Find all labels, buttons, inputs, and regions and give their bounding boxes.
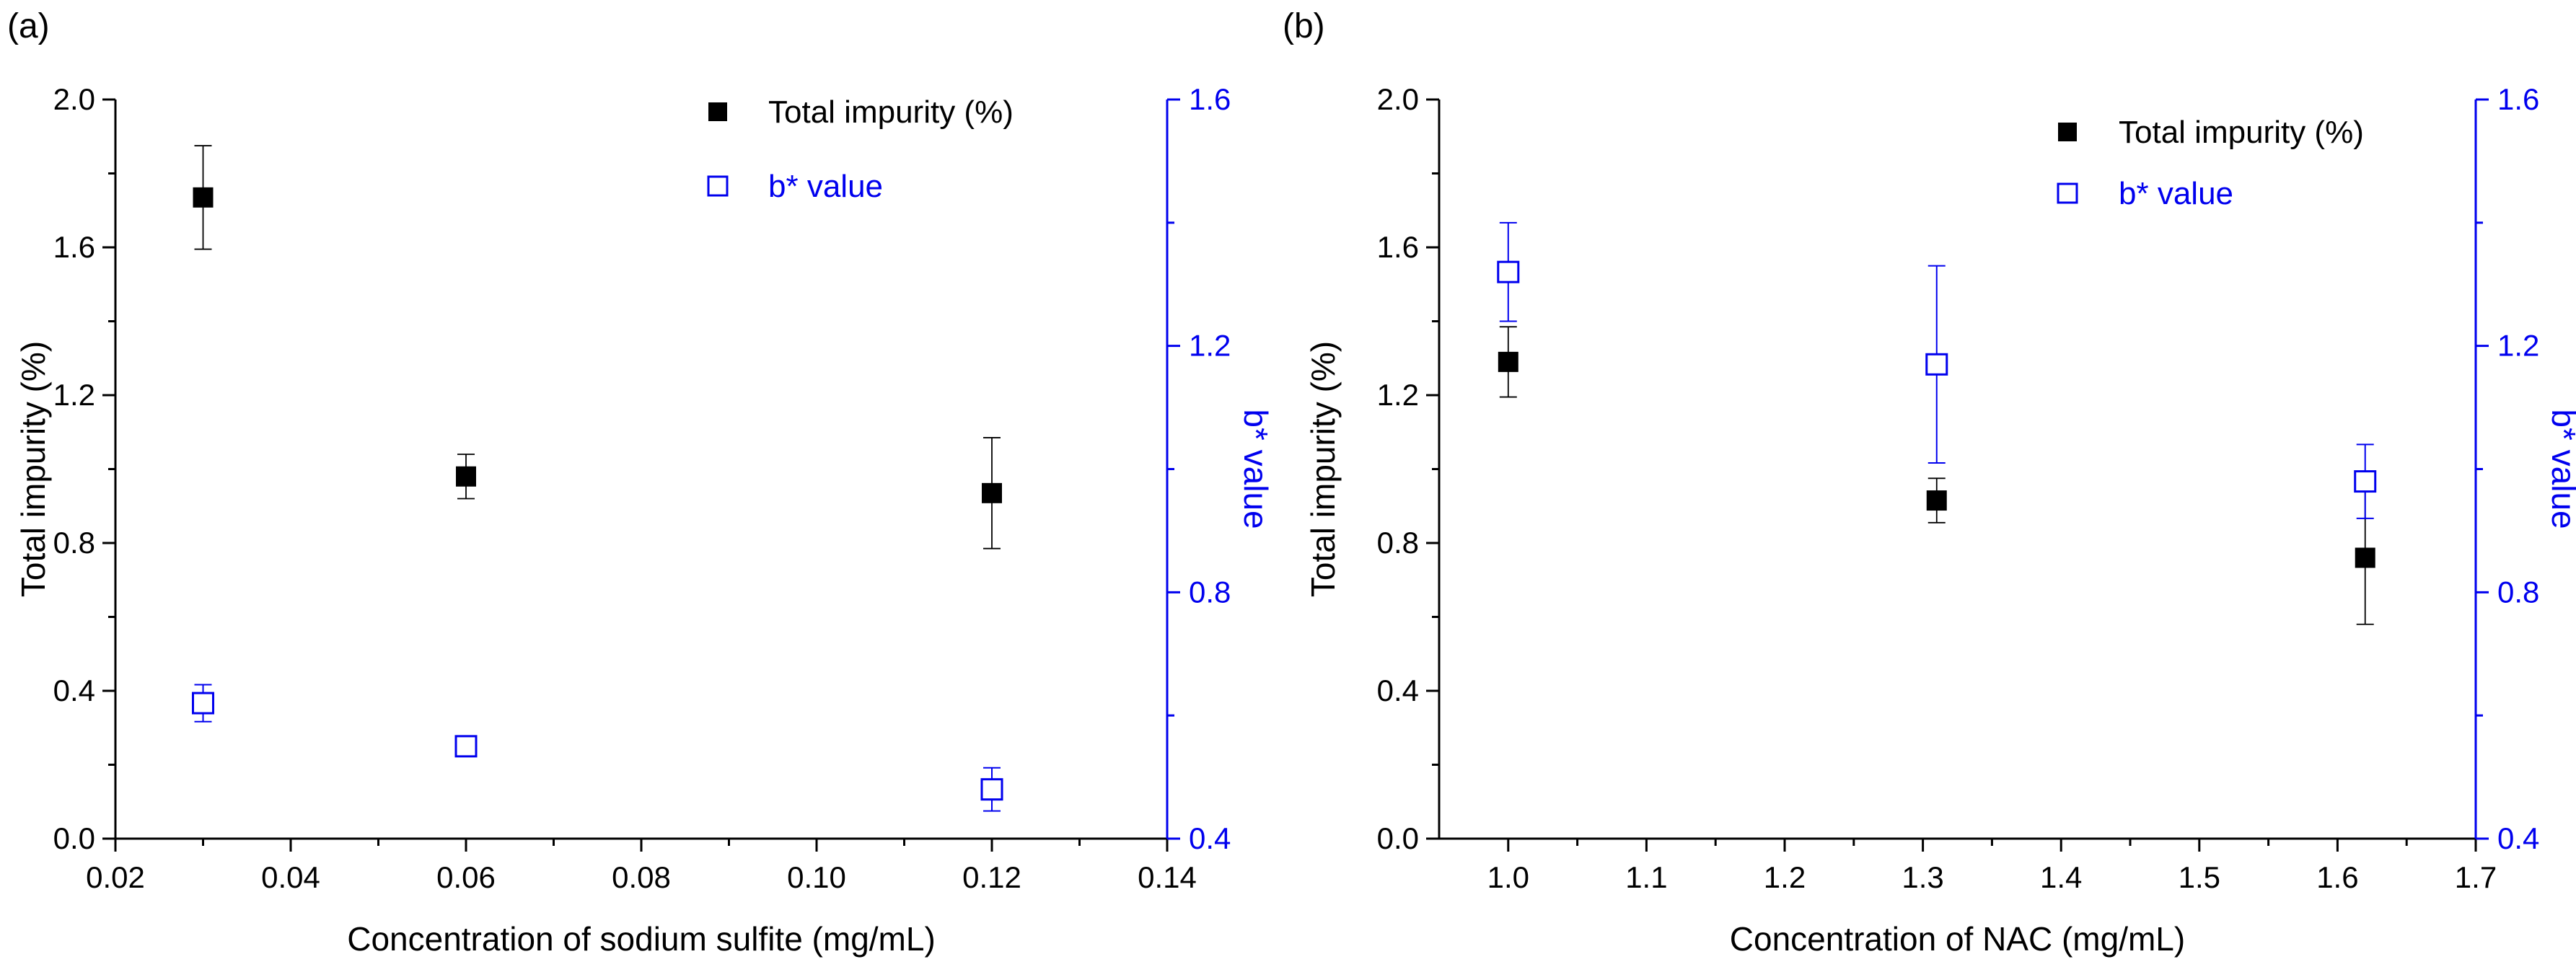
x-tick-label: 1.5: [2179, 860, 2220, 894]
y-tick-label: 1.2: [1377, 378, 1419, 412]
y-axis-title: Total impurity (%): [1304, 341, 1342, 597]
data-point-open: [454, 735, 478, 758]
legend-marker-filled: [708, 102, 727, 121]
x-tick-label: 0.12: [962, 860, 1021, 894]
legend-marker-filled: [2058, 123, 2077, 141]
x-tick-label: 1.6: [2316, 860, 2358, 894]
y2-tick-label: 1.6: [2497, 82, 2539, 116]
data-point-filled: [1498, 351, 1518, 372]
x-axis-title: Concentration of sodium sulfite (mg/mL): [347, 920, 936, 958]
y2-tick-label: 1.6: [1189, 82, 1231, 116]
x-tick-label: 0.04: [261, 860, 320, 894]
data-point-open: [192, 692, 214, 715]
y-tick-label: 0.8: [1377, 526, 1419, 560]
data-point-open: [980, 778, 1003, 801]
x-tick-label: 1.7: [2455, 860, 2497, 894]
y-tick-label: 0.4: [53, 674, 95, 707]
y2-tick-label: 1.2: [2497, 329, 2539, 363]
panel-a: (a) 0.02 0.04 0.06 0.08 0.10 0.12 0.14 0.0 0.4 0.8…: [7, 7, 1275, 958]
y-tick-label: 0.0: [53, 821, 95, 855]
legend-label: b* value: [2119, 176, 2233, 211]
x-tick-label: 0.06: [436, 860, 496, 894]
data-point-open: [1925, 353, 1948, 376]
y-tick-label: 1.2: [53, 378, 95, 412]
x-tick-label: 0.02: [86, 860, 145, 894]
legend-marker-open: [2057, 182, 2078, 204]
x-axis-title: Concentration of NAC (mg/mL): [1730, 920, 2185, 958]
data-point-filled: [193, 187, 214, 208]
y-tick-label: 2.0: [1377, 82, 1419, 116]
y-tick-label: 1.6: [53, 230, 95, 264]
y-tick-label: 0.4: [1377, 674, 1419, 707]
y2-tick-label: 0.4: [1189, 821, 1231, 855]
y2-tick-label: 0.8: [2497, 575, 2539, 609]
y2-axis-title: b* value: [1237, 409, 1275, 529]
x-tick-label: 0.14: [1138, 860, 1197, 894]
x-tick-label: 1.3: [1902, 860, 1943, 894]
data-point-filled: [1926, 490, 1947, 511]
legend-label: b* value: [768, 169, 883, 204]
y-tick-label: 0.8: [53, 526, 95, 560]
x-tick-label: 1.0: [1487, 860, 1529, 894]
panel-label: (a): [7, 7, 50, 45]
legend-label: Total impurity (%): [2119, 115, 2364, 150]
data-point-open: [1497, 260, 1520, 283]
data-point-filled: [2355, 547, 2375, 568]
y-tick-label: 1.6: [1377, 230, 1419, 264]
panel-label: (b): [1283, 7, 1325, 45]
x-tick-label: 0.08: [612, 860, 671, 894]
panel-b: (b) 1.0 1.1 1.2 1.3 1.4 1.5 1.6 1.7 0.0 0.4 0.8 1.2 1…: [1283, 7, 2576, 958]
x-tick-label: 1.2: [1764, 860, 1806, 894]
x-tick-label: 1.1: [1625, 860, 1667, 894]
y-tick-label: 0.0: [1377, 821, 1419, 855]
data-point-filled: [982, 482, 1002, 503]
y2-tick-label: 1.2: [1189, 329, 1231, 363]
legend-marker-open: [707, 175, 729, 197]
data-point-filled: [456, 466, 476, 487]
x-tick-label: 0.10: [787, 860, 846, 894]
legend-label: Total impurity (%): [768, 94, 1014, 130]
y2-axis-title: b* value: [2545, 409, 2576, 529]
x-tick-label: 1.4: [2040, 860, 2082, 894]
y-axis-title: Total impurity (%): [14, 341, 52, 597]
y2-tick-label: 0.8: [1189, 575, 1231, 609]
y2-tick-label: 0.4: [2497, 821, 2539, 855]
y-tick-label: 2.0: [53, 82, 95, 116]
data-point-open: [2354, 470, 2377, 493]
